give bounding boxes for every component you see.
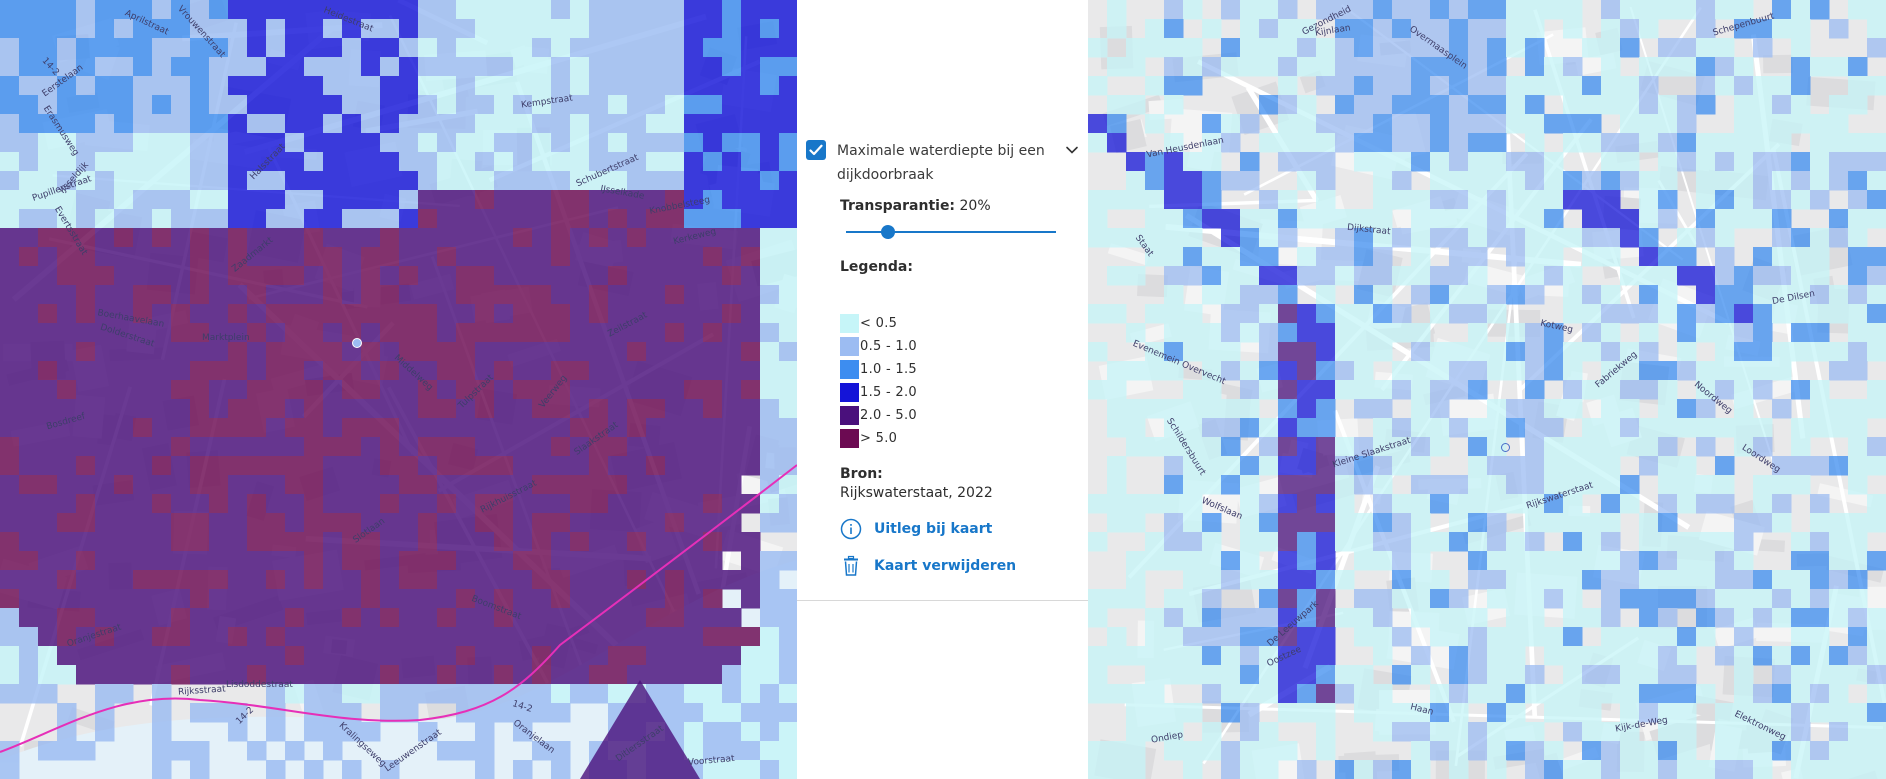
flood-depth-raster-right [1088, 0, 1886, 779]
legend-item: 2.0 - 5.0 [840, 404, 917, 427]
slider-track[interactable] [846, 231, 1056, 233]
legend-label: 1.5 - 2.0 [860, 385, 918, 400]
legend-item: 1.5 - 2.0 [840, 381, 917, 404]
slider-thumb[interactable] [881, 225, 895, 239]
layer-visibility-checkbox[interactable] [806, 140, 826, 160]
remove-map-label: Kaart verwijderen [874, 558, 1017, 574]
chevron-down-icon[interactable] [1065, 145, 1079, 155]
trash-icon [844, 555, 858, 576]
legend-item: < 0.5 [840, 312, 917, 335]
legend-swatch [840, 314, 859, 333]
transparency-value: 20% [959, 198, 991, 214]
legend: < 0.5 0.5 - 1.0 1.0 - 1.5 1.5 - 2.0 2.0 - 5.… [840, 312, 917, 450]
transparency-label: Transparantie: 20% [840, 198, 991, 214]
legend-label: 0.5 - 1.0 [860, 339, 918, 354]
legend-label: 1.0 - 1.5 [860, 362, 918, 377]
checkmark-icon [809, 144, 823, 156]
legend-item: 0.5 - 1.0 [840, 335, 917, 358]
source-text: Rijkswaterstaat, 2022 [840, 485, 993, 501]
flood-map-right[interactable]: Evenemein Overvecht Rijkswaterstaat Overma… [1088, 0, 1886, 779]
flood-map-left[interactable]: Pupillenstraat Zaadmarkt Vrouwenstraat Schu… [0, 0, 797, 779]
info-icon [840, 518, 862, 540]
explain-map-label: Uitleg bij kaart [874, 521, 993, 537]
transparency-slider[interactable] [846, 224, 1056, 240]
legend-swatch [840, 406, 859, 425]
source-title: Bron: [840, 466, 883, 482]
explain-map-link[interactable]: Uitleg bij kaart [840, 518, 992, 540]
remove-map-link[interactable]: Kaart verwijderen [840, 555, 1016, 577]
map-location-marker [352, 338, 362, 348]
flood-depth-raster-left [0, 0, 797, 779]
legend-swatch [840, 337, 859, 356]
transparency-label-text: Transparantie: [840, 198, 956, 214]
legend-swatch [840, 383, 859, 402]
legend-label: < 0.5 [860, 316, 898, 331]
legend-item: 1.0 - 1.5 [840, 358, 917, 381]
legend-swatch [840, 360, 859, 379]
legend-item: > 5.0 [840, 427, 917, 450]
layer-panel [797, 0, 1088, 601]
legend-label: > 5.0 [860, 431, 898, 446]
legend-title: Legenda: [840, 259, 913, 275]
legend-label: 2.0 - 5.0 [860, 408, 918, 423]
map-location-marker-right [1501, 443, 1510, 452]
legend-swatch [840, 429, 859, 448]
layer-title: Maximale waterdiepte bij een dijkdoorbra… [837, 143, 1045, 183]
